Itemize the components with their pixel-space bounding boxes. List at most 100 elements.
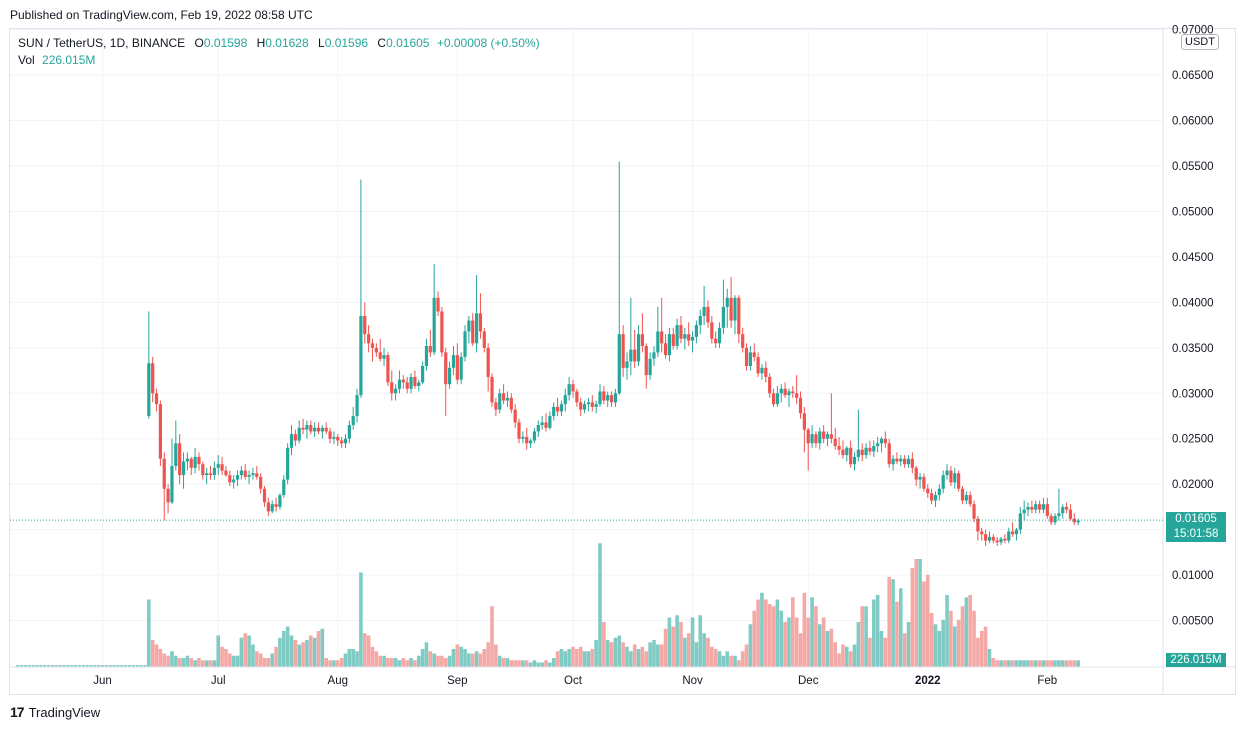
volume-bar bbox=[1057, 660, 1061, 667]
volume-bar bbox=[578, 646, 583, 667]
volume-bar bbox=[891, 579, 895, 667]
low-label: L bbox=[318, 36, 325, 50]
candle-body bbox=[1026, 506, 1030, 510]
candle-body bbox=[1076, 520, 1080, 523]
volume-bar bbox=[301, 642, 305, 667]
candle-body bbox=[984, 534, 988, 541]
brand-name[interactable]: TradingView bbox=[28, 704, 101, 720]
volume-bar bbox=[308, 635, 313, 667]
candle-body bbox=[482, 331, 486, 348]
volume-bar bbox=[671, 626, 676, 667]
volume-bar bbox=[443, 658, 448, 667]
candle-body bbox=[540, 422, 544, 426]
symbol-name[interactable]: SUN / TetherUS, 1D, BINANCE bbox=[18, 36, 186, 50]
candle-body bbox=[640, 334, 645, 347]
current-price-tag: 0.01605 15:01:58 bbox=[1166, 512, 1226, 542]
volume-bar bbox=[1060, 660, 1065, 667]
candle-body bbox=[999, 538, 1003, 543]
volume-bar bbox=[1049, 660, 1053, 667]
candle-body bbox=[814, 434, 818, 444]
volume-bar bbox=[470, 653, 475, 667]
candle-body bbox=[679, 325, 683, 339]
volume-bar bbox=[343, 653, 348, 667]
candle-body bbox=[255, 473, 259, 477]
volume-bar bbox=[204, 660, 209, 667]
volume-bar bbox=[93, 665, 97, 667]
volume-bar bbox=[54, 665, 58, 667]
volume-bar bbox=[964, 597, 969, 667]
volume-bar bbox=[906, 622, 911, 667]
y-tick-label: 0.01000 bbox=[1172, 570, 1214, 582]
candle-body bbox=[347, 425, 351, 439]
volume-bar bbox=[335, 660, 340, 667]
candle-body bbox=[860, 449, 864, 456]
volume-bar bbox=[829, 628, 834, 667]
volume-bar bbox=[548, 662, 552, 667]
volume-bar bbox=[120, 665, 124, 667]
volume-bar bbox=[918, 559, 922, 667]
currency-unit-button[interactable]: USDT bbox=[1181, 34, 1219, 50]
volume-bars bbox=[16, 543, 1080, 667]
volume-bar bbox=[112, 665, 116, 667]
y-tick-label: 0.05500 bbox=[1172, 161, 1214, 173]
volume-bar bbox=[97, 665, 101, 667]
volume-bar bbox=[1068, 660, 1073, 667]
candle-body bbox=[563, 395, 567, 405]
tradingview-logo-icon[interactable]: 17 bbox=[10, 704, 25, 720]
volume-bar bbox=[328, 660, 332, 667]
candle-body bbox=[521, 436, 525, 439]
volume-bar bbox=[212, 660, 217, 667]
volume-bar bbox=[89, 665, 93, 667]
candle-body bbox=[798, 397, 803, 414]
volume-bar bbox=[351, 649, 356, 667]
volume-bar bbox=[860, 606, 865, 667]
volume-bar bbox=[632, 644, 637, 667]
candle-body bbox=[652, 352, 656, 359]
candle-body bbox=[633, 349, 637, 362]
volume-bar bbox=[1006, 660, 1011, 667]
candle-body bbox=[930, 493, 934, 501]
volume-bar bbox=[224, 649, 228, 667]
candle-body bbox=[440, 311, 444, 353]
volume-bar bbox=[999, 660, 1003, 667]
volume-bar bbox=[1076, 660, 1080, 667]
candle-body bbox=[629, 349, 633, 362]
volume-bar bbox=[397, 660, 402, 667]
close-label: C bbox=[377, 36, 387, 50]
published-label: Published on TradingView.com, Feb 19, 20… bbox=[10, 8, 313, 22]
volume-bar bbox=[239, 637, 244, 667]
volume-bar bbox=[555, 651, 560, 667]
volume-bar bbox=[767, 604, 772, 667]
volume-bar bbox=[289, 635, 294, 667]
candle-body bbox=[906, 458, 911, 465]
candle-body bbox=[621, 334, 625, 368]
candle-body bbox=[783, 388, 787, 396]
candle-body bbox=[849, 447, 853, 465]
volume-bar bbox=[798, 633, 803, 667]
volume-bar bbox=[910, 568, 915, 667]
candle-body bbox=[1014, 529, 1019, 535]
candle-body bbox=[960, 488, 965, 501]
ohlc-line: SUN / TetherUS, 1D, BINANCE O0.01598 H0.… bbox=[18, 35, 540, 52]
candle-body bbox=[567, 384, 571, 396]
volume-bar bbox=[914, 559, 919, 667]
volume-bar bbox=[228, 653, 232, 667]
volume-bar bbox=[729, 655, 733, 667]
candle-body bbox=[625, 361, 629, 368]
candle-body bbox=[775, 393, 779, 405]
candle-body bbox=[555, 406, 560, 412]
candle-body bbox=[690, 336, 695, 341]
candle-body bbox=[1053, 516, 1057, 523]
y-tick-label: 0.06500 bbox=[1172, 70, 1214, 82]
candle-body bbox=[976, 518, 980, 532]
candle-body bbox=[852, 456, 857, 465]
candle-body bbox=[837, 446, 841, 450]
volume-bar bbox=[956, 619, 961, 667]
candle-body bbox=[528, 440, 533, 444]
volume-bar bbox=[208, 660, 213, 667]
candle-body bbox=[667, 334, 672, 356]
volume-bar bbox=[744, 644, 749, 667]
candle-body bbox=[675, 325, 679, 347]
volume-bar bbox=[370, 646, 375, 667]
